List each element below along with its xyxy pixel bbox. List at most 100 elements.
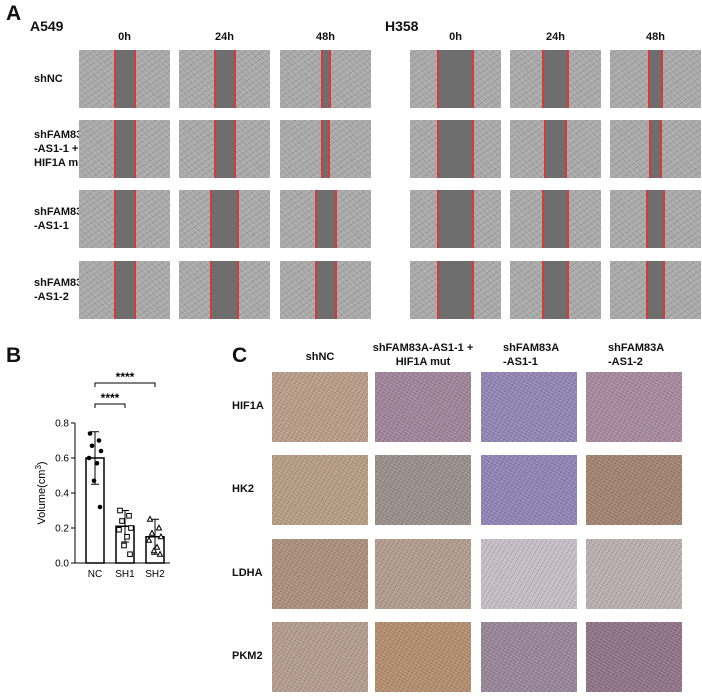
wound-edge (472, 190, 474, 248)
wound-gap (316, 261, 336, 319)
y-tick-label: 0.0 (55, 559, 69, 570)
wound-edge (315, 190, 317, 248)
ihc-image (586, 372, 682, 442)
wound-gap (211, 190, 238, 248)
scratch-image (410, 261, 501, 319)
significance-bracket (94, 403, 126, 408)
scratch-image (410, 50, 501, 108)
wound-edge (437, 190, 439, 248)
wound-gap (316, 190, 336, 248)
wound-edge (214, 120, 216, 178)
data-point (153, 543, 161, 550)
data-point (156, 550, 164, 557)
wound-edge (663, 261, 665, 319)
data-point (124, 533, 130, 540)
label-line: -AS1-1 + (34, 143, 79, 155)
wound-gap (438, 50, 473, 108)
wound-edge (661, 50, 663, 108)
data-point (146, 515, 154, 522)
wound-edge (210, 190, 212, 248)
wound-edge (335, 261, 337, 319)
wound-edge (114, 261, 116, 319)
wound-edge (328, 120, 330, 178)
wound-edge (237, 190, 239, 248)
label-line: -AS1-2 (608, 356, 643, 368)
wound-edge (646, 190, 648, 248)
label-line: shFAM83A-AS1-1 + (372, 342, 474, 354)
label-line: shFAM83A (34, 129, 91, 141)
panel-label-c: C (232, 344, 248, 367)
wound-gap (543, 50, 568, 108)
timepoint-header: 0h (449, 31, 462, 43)
ihc-image (586, 455, 682, 525)
wound-gap (543, 190, 568, 248)
data-point (145, 536, 153, 543)
wound-gap (322, 120, 329, 178)
wound-edge (237, 261, 239, 319)
data-point (94, 460, 100, 466)
scratch-image (280, 261, 371, 319)
scratch-image (79, 120, 170, 178)
wound-edge (660, 120, 662, 178)
scratch-image (610, 120, 701, 178)
data-point (87, 431, 93, 436)
wound-edge (646, 261, 648, 319)
label-line: shNC (305, 351, 335, 363)
wound-edge (472, 261, 474, 319)
y-tick-label: 0.6 (55, 454, 69, 465)
row-label: shNC (34, 72, 63, 86)
data-point (96, 438, 102, 443)
wound-edge (321, 120, 323, 178)
row-label: shFAM83A -AS1-1 (34, 205, 90, 233)
wound-edge (544, 120, 546, 178)
wound-gap (647, 261, 664, 319)
wound-edge (234, 50, 236, 108)
scratch-image (410, 120, 501, 178)
wound-gap (649, 50, 662, 108)
tumor-volume-chart: 0.0 0.2 0.4 0.6 0.8 Volume(cm3) NC SH1 SH2 **** **… (34, 370, 170, 580)
wound-gap (215, 120, 235, 178)
ihc-image (481, 372, 577, 442)
ihc-column-header: shFAM83A -AS1-1 (503, 341, 643, 369)
wound-edge (565, 120, 567, 178)
scratch-image (79, 50, 170, 108)
data-point (86, 455, 92, 461)
scratch-image (280, 50, 371, 108)
label-line: -AS1-1 (503, 356, 538, 368)
wound-edge (329, 50, 331, 108)
cell-line-a549: A549 (30, 18, 64, 34)
wound-edge (542, 50, 544, 108)
data-point (97, 504, 103, 510)
wound-edge (134, 120, 136, 178)
ihc-row-label: HK2 (232, 483, 255, 495)
wound-gap (115, 120, 135, 178)
data-point (126, 512, 132, 519)
timepoint-header: 24h (546, 31, 565, 43)
significance-label: **** (101, 391, 120, 405)
wound-edge (210, 261, 212, 319)
data-point (117, 507, 123, 514)
ihc-image (481, 539, 577, 609)
wound-edge (437, 50, 439, 108)
ihc-row-label: HIF1A (232, 400, 264, 412)
wound-gap (545, 120, 566, 178)
wound-edge (472, 50, 474, 108)
data-point (127, 551, 133, 558)
wound-edge (567, 190, 569, 248)
y-tick-label: 0.8 (55, 419, 69, 430)
wound-edge (567, 50, 569, 108)
significance-bracket (94, 382, 156, 387)
y-axis-label: Volume(cm3) (34, 461, 48, 524)
wound-gap (322, 50, 330, 108)
ihc-image (375, 539, 471, 609)
data-point (148, 529, 156, 536)
wound-edge (114, 120, 116, 178)
data-point (98, 448, 104, 454)
wound-edge (321, 50, 323, 108)
wound-gap (211, 261, 238, 319)
panel-label-b: B (6, 344, 22, 367)
scratch-image (610, 50, 701, 108)
row-label: shFAM83A -AS1-2 (34, 276, 90, 304)
wound-edge (134, 50, 136, 108)
wound-edge (472, 120, 474, 178)
